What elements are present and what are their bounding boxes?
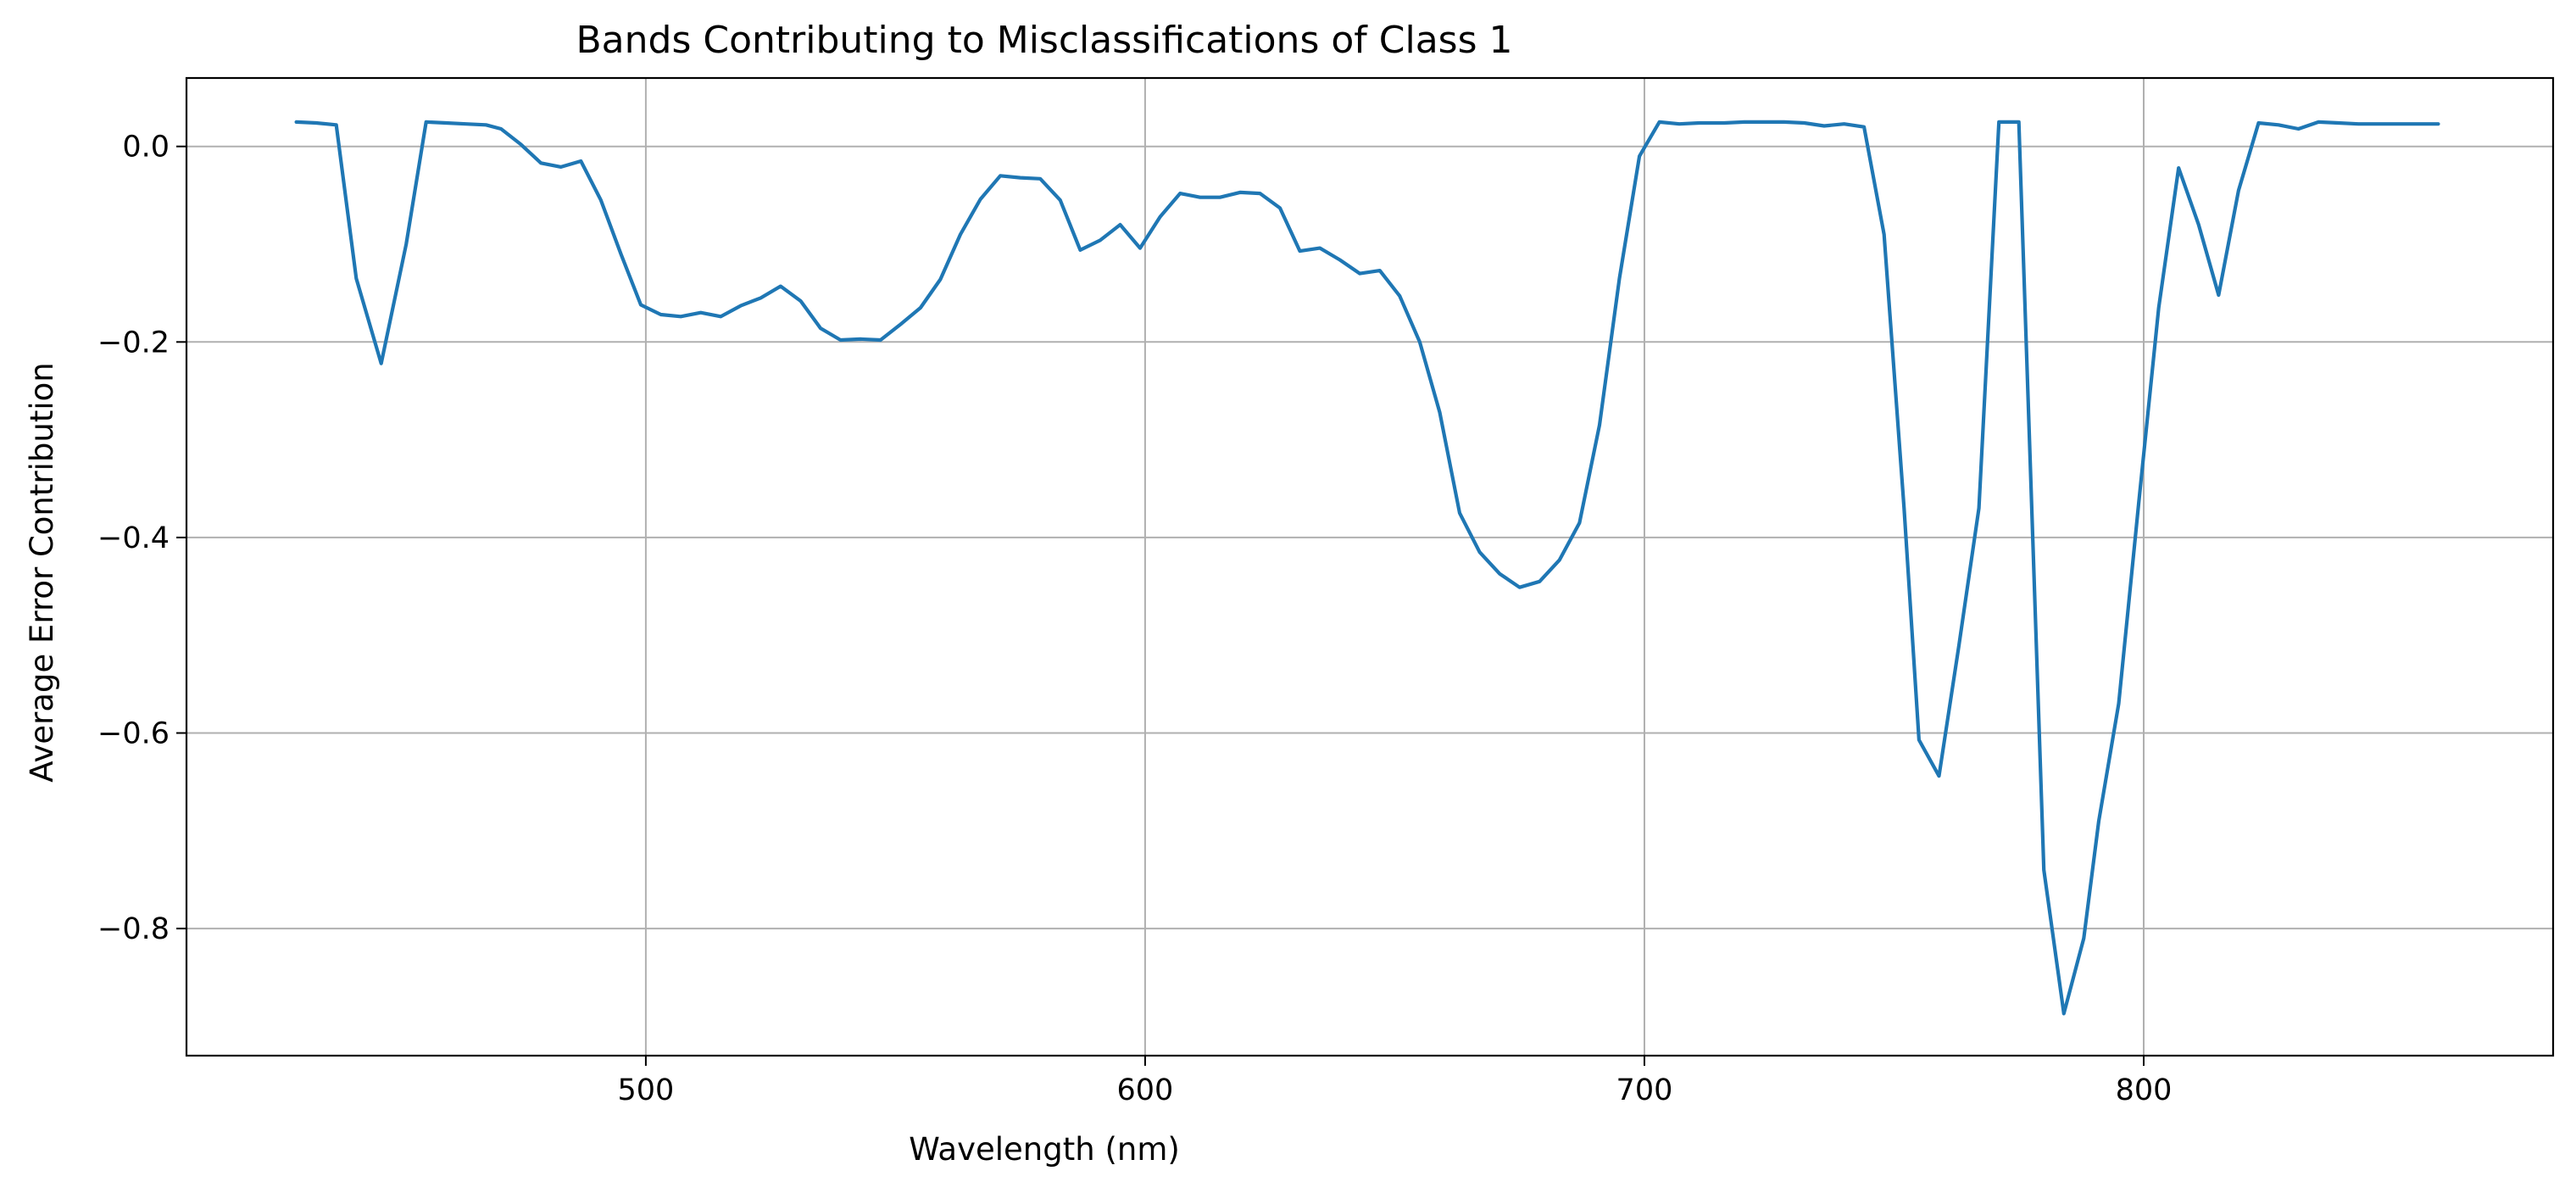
y-tick-label: −0.2 — [97, 326, 170, 360]
y-tick-label: 0.0 — [122, 131, 170, 164]
y-axis-label: Average Error Contribution — [24, 362, 60, 782]
x-tick-label: 500 — [618, 1073, 675, 1107]
tick-group: 500 600 700 800 0.0 −0.2 −0.4 −0.6 −0.8 — [97, 131, 2172, 1107]
grid-lines — [186, 78, 2553, 1056]
plot-frame — [185, 76, 2555, 1057]
y-tick-label: −0.4 — [97, 521, 170, 555]
x-tick-label: 800 — [2116, 1073, 2173, 1107]
series-group — [294, 120, 2440, 1016]
y-tick-label: −0.6 — [97, 717, 170, 751]
x-tick-label: 600 — [1117, 1073, 1174, 1107]
chart-title: Bands Contributing to Misclassifications… — [576, 19, 1513, 62]
x-tick-label: 700 — [1616, 1073, 1673, 1107]
y-tick-label: −0.8 — [97, 912, 170, 946]
x-axis-label: Wavelength (nm) — [909, 1131, 1180, 1168]
series-line — [294, 120, 2440, 1016]
